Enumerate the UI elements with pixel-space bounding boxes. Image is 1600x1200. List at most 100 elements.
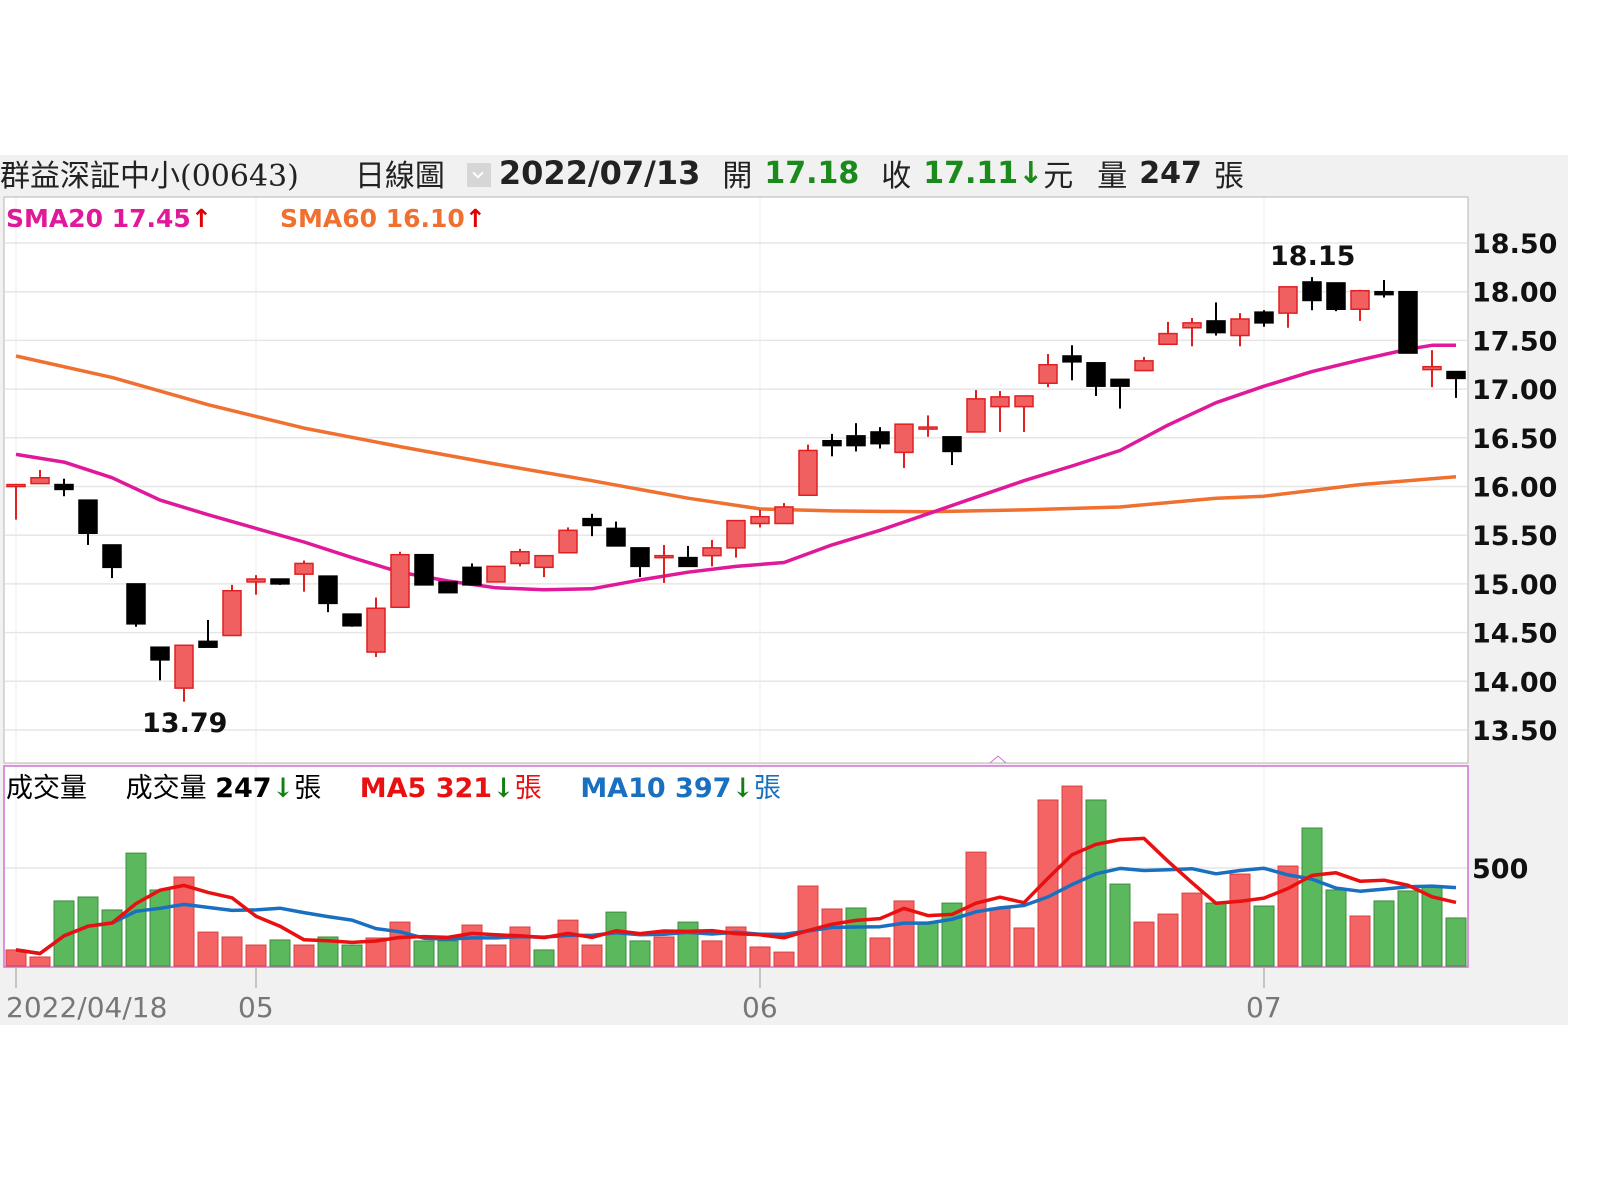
volume-bar (365, 937, 387, 967)
candle-body (1230, 318, 1250, 337)
volume-bar (677, 921, 699, 967)
date-tick-label: 05 (238, 991, 274, 1024)
candle-body (1446, 370, 1466, 380)
volume-bar (653, 936, 675, 967)
volume-bar (1229, 873, 1251, 967)
open-value: 17.18 (764, 155, 860, 191)
candle-body (894, 423, 914, 454)
ma5-line (15, 836, 1457, 956)
candle-body (150, 646, 170, 661)
volume-bar (1181, 892, 1203, 967)
sma20-line (15, 343, 1456, 592)
candle-body (1158, 332, 1178, 346)
volume-label: 量 (1097, 159, 1128, 194)
volume-bar (1349, 915, 1371, 967)
candle-body (606, 527, 626, 547)
volume-unit: 張 (294, 773, 321, 804)
volume-bar (893, 900, 915, 967)
volume-bar (173, 876, 195, 967)
period-label: 日線圖 (354, 159, 445, 194)
sma20-legend-label: SMA20 17.45 (6, 204, 191, 233)
candle-body (174, 644, 194, 689)
price-tick-label: 17.00 (1472, 375, 1557, 406)
volume-bar (557, 919, 579, 967)
candle-body (1350, 289, 1370, 310)
candle-body (798, 449, 818, 497)
volume-bar (293, 944, 315, 967)
date-tick-label: 2022/04/18 (6, 991, 167, 1024)
volume-legend: 成交量 成交量 247↓張 MA5 321↓張 MA10 397↓張 (6, 773, 781, 804)
volume-bar (1253, 905, 1275, 967)
volume-bar (485, 944, 507, 967)
panel-resize-handle-icon[interactable] (989, 755, 1007, 764)
candle-body (462, 566, 482, 586)
price-tick-label: 14.00 (1472, 667, 1557, 698)
volume-bar (725, 926, 747, 967)
candle-body (366, 607, 386, 653)
volume-bar (1445, 917, 1467, 967)
volume-tick-label: 500 (1472, 854, 1528, 885)
price-tick-label: 18.00 (1472, 278, 1557, 309)
candle-body (966, 398, 986, 433)
ma10-legend-label: MA10 397 (580, 773, 731, 804)
period-dropdown-chevron-icon[interactable] (466, 163, 491, 187)
candle-body (678, 556, 698, 568)
price-tick-label: 18.50 (1472, 229, 1557, 260)
close-label: 收 (881, 159, 912, 194)
arrow-down-icon: ↓ (731, 773, 754, 804)
volume-bar (509, 926, 531, 967)
volume-bar (1397, 890, 1419, 967)
date-tick-label: 07 (1246, 991, 1282, 1024)
candle-body (126, 583, 146, 625)
candle-body (78, 499, 98, 535)
candle-body (1422, 365, 1442, 371)
sma20-legend: SMA20 17.45↑ (6, 204, 212, 233)
candle-body (1086, 362, 1106, 387)
sma60-line (15, 354, 1457, 514)
candle-body (942, 436, 962, 453)
volume-bar (1301, 827, 1323, 967)
volume-bar (701, 940, 723, 967)
candle-body (222, 589, 242, 637)
volume-bar (245, 944, 267, 967)
ma5-unit: 張 (515, 773, 542, 804)
candle-body (246, 578, 266, 583)
volume-bar (1109, 883, 1131, 967)
candle-body (1014, 395, 1034, 408)
volume-bar (1037, 799, 1059, 967)
candle-body (990, 396, 1010, 408)
volume-bar (437, 940, 459, 967)
candle-body (318, 575, 338, 605)
arrow-down-icon: ↓ (272, 773, 295, 804)
volume-bar (1013, 927, 1035, 967)
volume-bar (317, 936, 339, 967)
price-tick-label: 17.50 (1472, 326, 1557, 357)
volume-legend-value: 247 (215, 773, 271, 804)
candle-body (702, 547, 722, 557)
price-tick-label: 16.50 (1472, 424, 1557, 455)
candle-body (1302, 281, 1322, 302)
price-tick-label: 16.00 (1472, 473, 1557, 504)
volume-bar (773, 951, 795, 967)
volume-bar (77, 896, 99, 967)
arrow-up-icon: ↑ (465, 204, 486, 233)
currency-label: 元 (1043, 159, 1074, 194)
candle-body (414, 553, 434, 586)
candle-body (750, 515, 770, 525)
volume-bar (1133, 921, 1155, 967)
volume-bar (461, 924, 483, 967)
stock-title[interactable]: 群益深証中小(00643) (0, 159, 299, 194)
candle-body (1254, 311, 1274, 324)
candle-body (1062, 355, 1082, 363)
candle-body (102, 544, 122, 569)
candle-body (486, 565, 506, 583)
chart-header: 群益深証中小(00643) 日線圖 2022/07/13 開 17.18 收 1… (0, 152, 1244, 194)
volume-bar (197, 931, 219, 967)
volume-bar (413, 940, 435, 967)
candle-body (870, 431, 890, 445)
volume-bar (749, 946, 771, 967)
candle-body (774, 506, 794, 525)
price-tick-label: 15.00 (1472, 570, 1557, 601)
volume-bar (149, 889, 171, 967)
